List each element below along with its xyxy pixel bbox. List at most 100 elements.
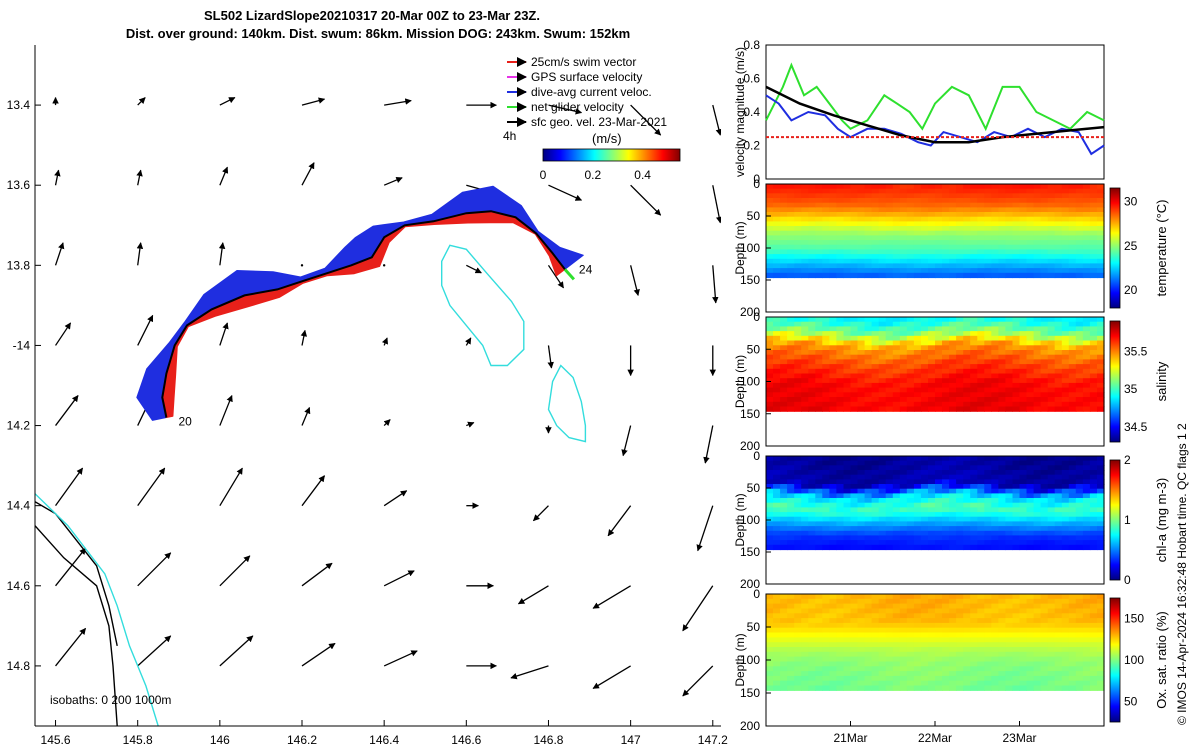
section-cell bbox=[928, 642, 936, 648]
section-cell bbox=[977, 188, 985, 194]
section-cell bbox=[1040, 498, 1049, 504]
section-cell bbox=[892, 493, 901, 499]
section-cell bbox=[808, 647, 816, 653]
section-cell bbox=[899, 622, 908, 629]
section-cell bbox=[1054, 268, 1063, 274]
section-cell bbox=[998, 535, 1006, 541]
section-cell bbox=[913, 235, 922, 241]
section-cell bbox=[984, 622, 992, 629]
section-cell bbox=[991, 230, 999, 236]
section-cell bbox=[1097, 354, 1105, 360]
section-cell bbox=[794, 493, 802, 499]
section-cell bbox=[956, 685, 964, 691]
section-cell bbox=[920, 335, 929, 342]
section-cell bbox=[829, 622, 837, 629]
section-cell bbox=[808, 207, 816, 213]
section-cell bbox=[1040, 651, 1049, 658]
section-cell bbox=[815, 244, 823, 250]
section-cell bbox=[1040, 272, 1049, 279]
section-cell bbox=[773, 382, 781, 389]
section-cell bbox=[836, 516, 844, 522]
section-cell bbox=[956, 216, 964, 222]
section-cell bbox=[801, 268, 809, 274]
section-cell bbox=[885, 627, 894, 634]
section-cell bbox=[822, 680, 830, 687]
section-cell bbox=[942, 331, 950, 337]
section-cell bbox=[857, 378, 866, 384]
section-cell bbox=[1089, 647, 1098, 653]
section-cell bbox=[815, 263, 823, 269]
section-cell bbox=[949, 526, 957, 532]
section-cell bbox=[794, 226, 802, 232]
section-cell bbox=[977, 350, 985, 356]
section-cell bbox=[970, 594, 978, 600]
section-cell bbox=[991, 244, 999, 250]
section-cell bbox=[1075, 627, 1084, 634]
section-cell bbox=[1019, 680, 1028, 687]
section-cell bbox=[963, 216, 971, 222]
section-cell bbox=[1068, 193, 1077, 199]
section-cell bbox=[843, 622, 852, 629]
section-cell bbox=[991, 331, 999, 337]
section-cell bbox=[1012, 317, 1021, 323]
section-cell bbox=[1097, 666, 1105, 672]
section-cell bbox=[1047, 642, 1056, 648]
section-cell bbox=[1075, 521, 1084, 527]
section-cell bbox=[1033, 345, 1042, 351]
section-cell bbox=[1082, 608, 1091, 614]
section-cell bbox=[857, 456, 866, 462]
section-cell bbox=[878, 685, 887, 691]
section-cell bbox=[780, 345, 788, 351]
section-cell bbox=[913, 671, 922, 677]
section-cell bbox=[1068, 212, 1077, 218]
section-cell bbox=[1040, 188, 1049, 194]
section-cell bbox=[829, 642, 837, 648]
section-cell bbox=[850, 470, 859, 476]
section-cell bbox=[899, 240, 908, 246]
section-cell bbox=[998, 544, 1006, 551]
section-cell bbox=[822, 598, 830, 605]
section-cell bbox=[787, 479, 795, 485]
section-cell bbox=[1068, 184, 1077, 190]
section-cell bbox=[920, 484, 929, 490]
section-cell bbox=[871, 331, 880, 337]
section-cell bbox=[956, 622, 964, 629]
section-cell bbox=[885, 456, 894, 462]
section-cell bbox=[1033, 249, 1042, 255]
section-cell bbox=[815, 188, 823, 194]
section-cell bbox=[970, 498, 978, 504]
section-cell bbox=[864, 479, 873, 485]
section-cell bbox=[892, 460, 901, 466]
section-cell bbox=[963, 535, 971, 541]
section-cell bbox=[1019, 406, 1028, 412]
section-cell bbox=[928, 321, 936, 327]
section-cell bbox=[843, 632, 852, 638]
section-cell bbox=[766, 184, 774, 190]
section-cell bbox=[1033, 258, 1042, 265]
section-cell bbox=[920, 627, 929, 634]
section-cell bbox=[808, 202, 816, 208]
section-cell bbox=[1054, 249, 1063, 255]
section-cell bbox=[794, 373, 802, 379]
section-cell bbox=[787, 535, 795, 541]
section-cell bbox=[1026, 392, 1035, 398]
section-cell bbox=[892, 317, 901, 323]
section-cell bbox=[1019, 675, 1028, 682]
section-cell bbox=[1033, 221, 1042, 227]
section-cell bbox=[913, 345, 922, 351]
section-cell bbox=[766, 502, 774, 508]
section-cell bbox=[808, 263, 816, 269]
section-cell bbox=[1089, 637, 1098, 643]
map-xtick-label: 146.6 bbox=[451, 733, 481, 747]
section-cell bbox=[1082, 198, 1091, 204]
section-cell bbox=[871, 226, 880, 232]
geo-velocity-arrow bbox=[219, 467, 243, 507]
section-cell bbox=[1097, 221, 1105, 227]
section-cell bbox=[928, 618, 936, 624]
section-cell bbox=[892, 521, 901, 527]
section-cell bbox=[1075, 666, 1084, 672]
section-cell bbox=[1061, 544, 1070, 551]
section-cell bbox=[808, 272, 816, 279]
section-cell bbox=[815, 240, 823, 246]
section-cell bbox=[1082, 382, 1091, 389]
